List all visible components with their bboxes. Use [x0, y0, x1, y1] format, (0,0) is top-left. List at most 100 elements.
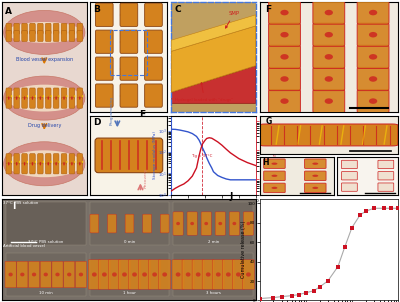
Ellipse shape [11, 161, 12, 163]
FancyBboxPatch shape [14, 31, 20, 41]
FancyBboxPatch shape [212, 260, 224, 289]
Text: I: I [12, 202, 16, 210]
Text: B: B [94, 5, 100, 14]
FancyBboxPatch shape [30, 23, 35, 34]
Ellipse shape [82, 95, 83, 97]
Ellipse shape [8, 273, 13, 276]
Ellipse shape [312, 162, 318, 165]
Ellipse shape [190, 222, 194, 225]
FancyBboxPatch shape [38, 163, 43, 174]
Bar [6, 252, 86, 297]
Polygon shape [171, 15, 256, 51]
Ellipse shape [55, 273, 60, 276]
FancyBboxPatch shape [5, 261, 16, 288]
FancyBboxPatch shape [96, 30, 113, 53]
Ellipse shape [79, 162, 80, 165]
FancyBboxPatch shape [6, 154, 12, 165]
FancyBboxPatch shape [14, 88, 20, 99]
Ellipse shape [79, 273, 83, 276]
Ellipse shape [196, 272, 200, 277]
Ellipse shape [74, 161, 75, 163]
FancyBboxPatch shape [357, 1, 389, 24]
Ellipse shape [40, 162, 41, 165]
FancyBboxPatch shape [69, 23, 75, 34]
FancyBboxPatch shape [6, 97, 12, 108]
FancyBboxPatch shape [30, 154, 35, 165]
FancyBboxPatch shape [202, 260, 214, 289]
FancyBboxPatch shape [77, 154, 83, 165]
FancyBboxPatch shape [120, 30, 138, 53]
Ellipse shape [32, 273, 36, 276]
Ellipse shape [325, 10, 333, 15]
Ellipse shape [218, 222, 222, 225]
Ellipse shape [58, 95, 60, 97]
FancyBboxPatch shape [118, 260, 130, 289]
FancyBboxPatch shape [14, 163, 20, 174]
FancyBboxPatch shape [242, 260, 254, 289]
FancyBboxPatch shape [143, 214, 152, 233]
FancyBboxPatch shape [357, 67, 389, 91]
Text: J: J [229, 192, 232, 201]
FancyBboxPatch shape [304, 159, 326, 169]
FancyBboxPatch shape [61, 23, 67, 34]
Y-axis label: Storage modulus (MPa): Storage modulus (MPa) [153, 131, 157, 179]
FancyBboxPatch shape [30, 88, 35, 99]
FancyBboxPatch shape [128, 260, 140, 289]
Ellipse shape [24, 162, 25, 165]
Ellipse shape [246, 222, 250, 225]
Ellipse shape [216, 272, 221, 277]
FancyBboxPatch shape [378, 183, 394, 191]
FancyBboxPatch shape [22, 88, 27, 99]
Ellipse shape [112, 272, 117, 277]
FancyBboxPatch shape [145, 3, 162, 26]
Ellipse shape [4, 142, 85, 186]
Ellipse shape [27, 161, 28, 163]
FancyBboxPatch shape [187, 212, 197, 235]
Ellipse shape [48, 162, 49, 165]
FancyBboxPatch shape [138, 260, 151, 289]
FancyBboxPatch shape [120, 57, 138, 80]
Ellipse shape [51, 95, 52, 97]
Bar [90, 202, 170, 246]
FancyBboxPatch shape [120, 3, 138, 26]
FancyBboxPatch shape [22, 154, 27, 165]
FancyBboxPatch shape [69, 97, 75, 108]
FancyBboxPatch shape [61, 154, 67, 165]
Ellipse shape [71, 96, 73, 100]
Ellipse shape [236, 272, 241, 277]
FancyBboxPatch shape [69, 154, 75, 165]
FancyBboxPatch shape [53, 88, 59, 99]
Text: Blood vessel expansion: Blood vessel expansion [16, 57, 73, 63]
Bar [173, 202, 253, 246]
Ellipse shape [272, 162, 278, 165]
FancyBboxPatch shape [357, 45, 389, 69]
FancyBboxPatch shape [61, 163, 67, 174]
Ellipse shape [44, 273, 48, 276]
FancyBboxPatch shape [14, 97, 20, 108]
FancyBboxPatch shape [69, 163, 75, 174]
FancyBboxPatch shape [6, 88, 12, 99]
Ellipse shape [152, 272, 157, 277]
FancyBboxPatch shape [46, 31, 51, 41]
Ellipse shape [20, 273, 24, 276]
X-axis label: Temperature (°C): Temperature (°C) [192, 204, 235, 209]
FancyBboxPatch shape [77, 97, 83, 108]
FancyBboxPatch shape [6, 163, 12, 174]
FancyBboxPatch shape [268, 89, 300, 113]
FancyBboxPatch shape [64, 261, 75, 288]
Text: H: H [262, 158, 269, 167]
Ellipse shape [280, 32, 289, 37]
FancyBboxPatch shape [38, 154, 43, 165]
FancyBboxPatch shape [342, 183, 357, 191]
Ellipse shape [325, 32, 333, 37]
FancyBboxPatch shape [6, 31, 12, 41]
FancyBboxPatch shape [61, 31, 67, 41]
FancyBboxPatch shape [264, 171, 285, 181]
FancyBboxPatch shape [69, 31, 75, 41]
Bar [6, 202, 86, 246]
FancyBboxPatch shape [243, 212, 254, 235]
FancyBboxPatch shape [38, 88, 43, 99]
FancyBboxPatch shape [96, 3, 113, 26]
FancyBboxPatch shape [160, 214, 169, 233]
Polygon shape [171, 57, 256, 92]
